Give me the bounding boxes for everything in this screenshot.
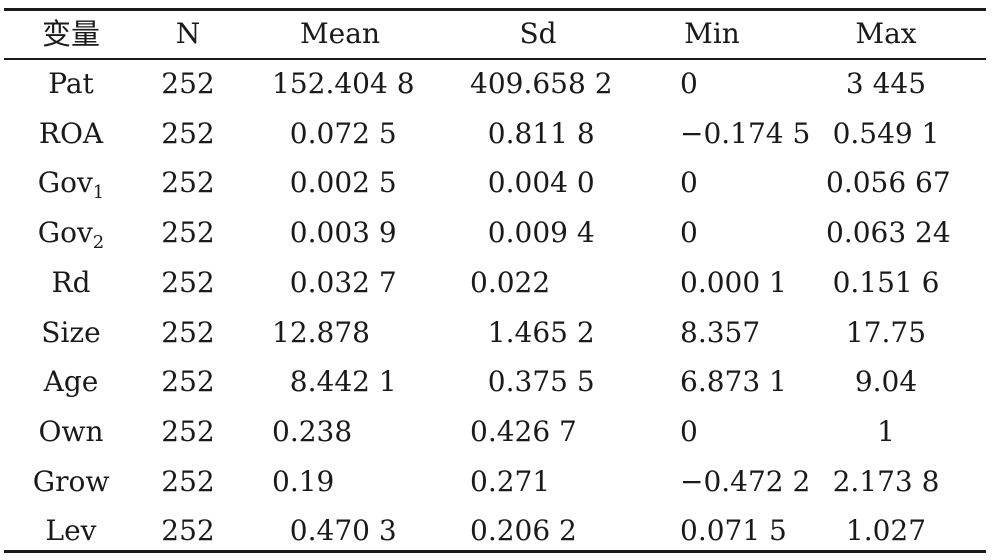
cell-min: 6.873 1 — [680, 365, 787, 398]
cell-sd: 0.271 — [470, 465, 551, 498]
variable-name: ROA — [38, 117, 104, 150]
cell-sd: 0.375 5 — [470, 365, 595, 398]
cell-min: −0.174 5 — [680, 117, 811, 150]
variable-name: Age — [43, 365, 99, 398]
cell-max: 3 445 — [845, 67, 927, 100]
header-max: Max — [855, 17, 917, 50]
cell-sd: 0.426 7 — [470, 415, 577, 448]
cell-max: 0.549 1 — [832, 117, 940, 150]
cell-n: 252 — [161, 117, 215, 150]
cell-sd: 1.465 2 — [470, 316, 595, 349]
header-rule — [4, 58, 986, 60]
cell-max: 1 — [877, 415, 895, 448]
cell-min: 8.357 — [680, 316, 761, 349]
cell-max: 0.063 24 — [826, 216, 951, 249]
cell-mean: 8.442 1 — [272, 365, 397, 398]
cell-n: 252 — [161, 166, 215, 199]
cell-n: 252 — [161, 67, 215, 100]
header-mean: Mean — [300, 17, 380, 50]
cell-min: −0.472 2 — [680, 465, 811, 498]
cell-variable: ROA — [8, 117, 134, 151]
cell-max: 0.056 67 — [826, 166, 951, 199]
cell-sd: 0.022 — [470, 266, 551, 299]
variable-name: Size — [41, 316, 101, 349]
cell-mean: 152.404 8 — [272, 67, 415, 100]
cell-variable: Gov1 — [8, 166, 134, 203]
cell-min: 0 — [680, 166, 698, 199]
cell-max: 0.151 6 — [832, 266, 940, 299]
cell-sd: 409.658 2 — [470, 67, 613, 100]
cell-max: 1.027 — [845, 514, 927, 547]
cell-n: 252 — [161, 216, 215, 249]
cell-sd: 0.206 2 — [470, 514, 577, 547]
cell-min: 0.071 5 — [680, 514, 787, 547]
cell-variable: Gov2 — [8, 216, 134, 253]
cell-mean: 0.032 7 — [272, 266, 397, 299]
cell-mean: 0.002 5 — [272, 166, 397, 199]
cell-mean: 0.072 5 — [272, 117, 397, 150]
cell-sd: 0.811 8 — [470, 117, 595, 150]
cell-variable: Grow — [8, 465, 134, 499]
header-min: Min — [684, 17, 740, 50]
cell-max: 17.75 — [845, 316, 927, 349]
variable-name: Rd — [51, 266, 91, 299]
header-sd: Sd — [519, 17, 557, 50]
cell-n: 252 — [161, 465, 215, 498]
cell-n: 252 — [161, 415, 215, 448]
variable-name: Gov — [37, 166, 93, 199]
cell-max: 2.173 8 — [832, 465, 940, 498]
cell-variable: Size — [8, 316, 134, 350]
cell-variable: Own — [8, 415, 134, 449]
cell-max: 9.04 — [854, 365, 918, 398]
variable-subscript: 1 — [92, 182, 105, 203]
variable-subscript: 2 — [92, 232, 105, 253]
cell-n: 252 — [161, 514, 215, 547]
cell-min: 0 — [680, 415, 698, 448]
cell-sd: 0.009 4 — [470, 216, 595, 249]
cell-mean: 0.19 — [272, 465, 335, 498]
cell-min: 0.000 1 — [680, 266, 787, 299]
variable-name: Pat — [48, 67, 94, 100]
header-n: N — [175, 17, 201, 50]
top-rule — [4, 8, 986, 11]
cell-n: 252 — [161, 365, 215, 398]
header-variable: 变量 — [41, 17, 100, 51]
variable-name: Own — [38, 415, 104, 448]
cell-mean: 12.878 — [272, 316, 370, 349]
cell-n: 252 — [161, 266, 215, 299]
cell-variable: Age — [8, 365, 134, 399]
cell-min: 0 — [680, 216, 698, 249]
cell-variable: Rd — [8, 266, 134, 300]
cell-sd: 0.004 0 — [470, 166, 595, 199]
cell-mean: 0.470 3 — [272, 514, 397, 547]
cell-variable: Lev — [8, 514, 134, 548]
cell-mean: 0.238 — [272, 415, 353, 448]
cell-mean: 0.003 9 — [272, 216, 397, 249]
variable-name: Grow — [32, 465, 110, 498]
bottom-rule — [4, 550, 986, 553]
variable-name: Gov — [37, 216, 93, 249]
variable-name: Lev — [45, 514, 97, 547]
cell-min: 0 — [680, 67, 698, 100]
cell-n: 252 — [161, 316, 215, 349]
cell-variable: Pat — [8, 67, 134, 101]
